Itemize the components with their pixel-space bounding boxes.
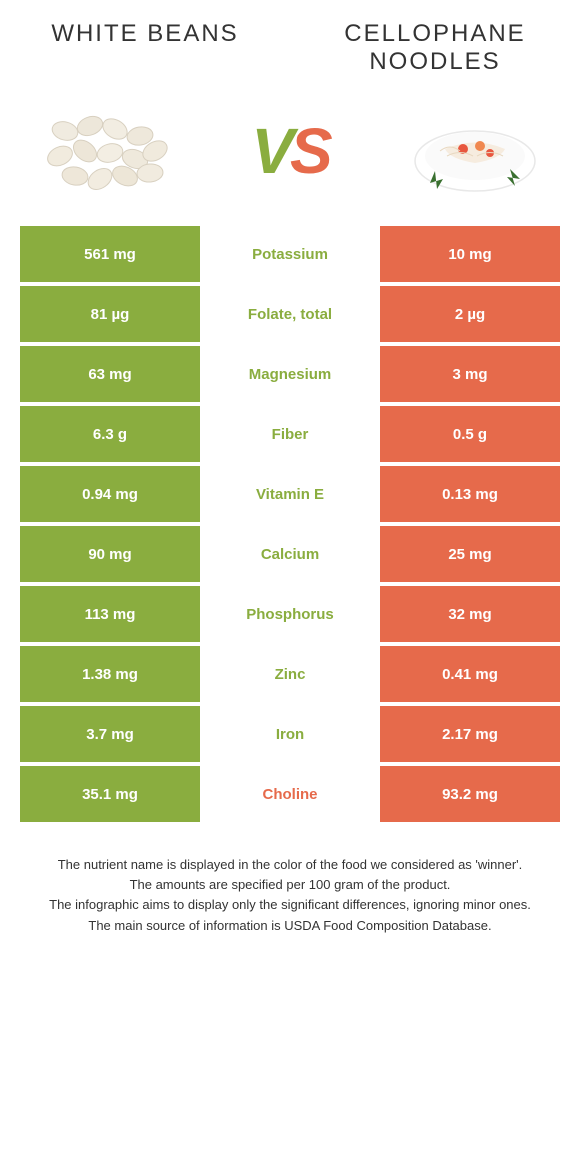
- table-row: 1.38 mgZinc0.41 mg: [20, 646, 560, 702]
- left-value: 113 mg: [20, 586, 200, 642]
- left-value: 81 µg: [20, 286, 200, 342]
- right-value: 10 mg: [380, 226, 560, 282]
- nutrient-name: Calcium: [200, 526, 380, 582]
- nutrient-name: Magnesium: [200, 346, 380, 402]
- left-food-title: White Beans: [15, 20, 276, 76]
- right-value: 3 mg: [380, 346, 560, 402]
- right-value: 0.41 mg: [380, 646, 560, 702]
- left-value: 35.1 mg: [20, 766, 200, 822]
- footnote-line: The main source of information is USDA F…: [30, 917, 550, 935]
- nutrient-name: Potassium: [200, 226, 380, 282]
- left-value: 3.7 mg: [20, 706, 200, 762]
- left-value: 63 mg: [20, 346, 200, 402]
- table-row: 63 mgMagnesium3 mg: [20, 346, 560, 402]
- header: White Beans Cellophane Noodles: [0, 0, 580, 86]
- right-value: 2 µg: [380, 286, 560, 342]
- left-value: 6.3 g: [20, 406, 200, 462]
- nutrient-name: Folate, total: [200, 286, 380, 342]
- vs-label: VS: [251, 114, 328, 188]
- nutrient-name: Iron: [200, 706, 380, 762]
- nutrient-name: Zinc: [200, 646, 380, 702]
- table-row: 90 mgCalcium25 mg: [20, 526, 560, 582]
- table-row: 0.94 mgVitamin E0.13 mg: [20, 466, 560, 522]
- left-value: 561 mg: [20, 226, 200, 282]
- table-row: 3.7 mgIron2.17 mg: [20, 706, 560, 762]
- table-row: 81 µgFolate, total2 µg: [20, 286, 560, 342]
- table-row: 35.1 mgCholine93.2 mg: [20, 766, 560, 822]
- right-value: 0.5 g: [380, 406, 560, 462]
- right-value: 2.17 mg: [380, 706, 560, 762]
- table-row: 561 mgPotassium10 mg: [20, 226, 560, 282]
- table-row: 6.3 gFiber0.5 g: [20, 406, 560, 462]
- left-value: 1.38 mg: [20, 646, 200, 702]
- left-value: 90 mg: [20, 526, 200, 582]
- footnote-line: The infographic aims to display only the…: [30, 896, 550, 914]
- right-value: 25 mg: [380, 526, 560, 582]
- left-value: 0.94 mg: [20, 466, 200, 522]
- footnote-line: The amounts are specified per 100 gram o…: [30, 876, 550, 894]
- comparison-table: 561 mgPotassium10 mg81 µgFolate, total2 …: [20, 226, 560, 822]
- footnotes: The nutrient name is displayed in the co…: [0, 826, 580, 957]
- right-value: 32 mg: [380, 586, 560, 642]
- right-value: 0.13 mg: [380, 466, 560, 522]
- vs-section: VS: [0, 86, 580, 226]
- vs-v-letter: V: [251, 115, 290, 187]
- right-food-title: Cellophane Noodles: [305, 20, 566, 76]
- nutrient-name: Fiber: [200, 406, 380, 462]
- nutrient-name: Choline: [200, 766, 380, 822]
- right-value: 93.2 mg: [380, 766, 560, 822]
- footnote-line: The nutrient name is displayed in the co…: [30, 856, 550, 874]
- vs-s-letter: S: [290, 115, 329, 187]
- table-row: 113 mgPhosphorus32 mg: [20, 586, 560, 642]
- cellophane-noodles-image: [400, 96, 550, 206]
- white-beans-image: [30, 96, 180, 206]
- nutrient-name: Vitamin E: [200, 466, 380, 522]
- nutrient-name: Phosphorus: [200, 586, 380, 642]
